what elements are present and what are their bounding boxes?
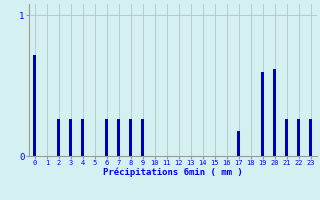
Bar [81, 119, 84, 156]
Bar [129, 119, 132, 156]
Bar [273, 69, 276, 156]
Bar [105, 119, 108, 156]
Bar [33, 55, 36, 156]
Bar [117, 119, 120, 156]
Bar [285, 119, 288, 156]
Bar [57, 119, 60, 156]
Bar [237, 131, 240, 156]
Bar [261, 72, 264, 156]
Bar [69, 119, 72, 156]
Bar [297, 119, 300, 156]
X-axis label: Précipitations 6min ( mm ): Précipitations 6min ( mm ) [103, 168, 243, 177]
Bar [309, 119, 312, 156]
Bar [141, 119, 144, 156]
